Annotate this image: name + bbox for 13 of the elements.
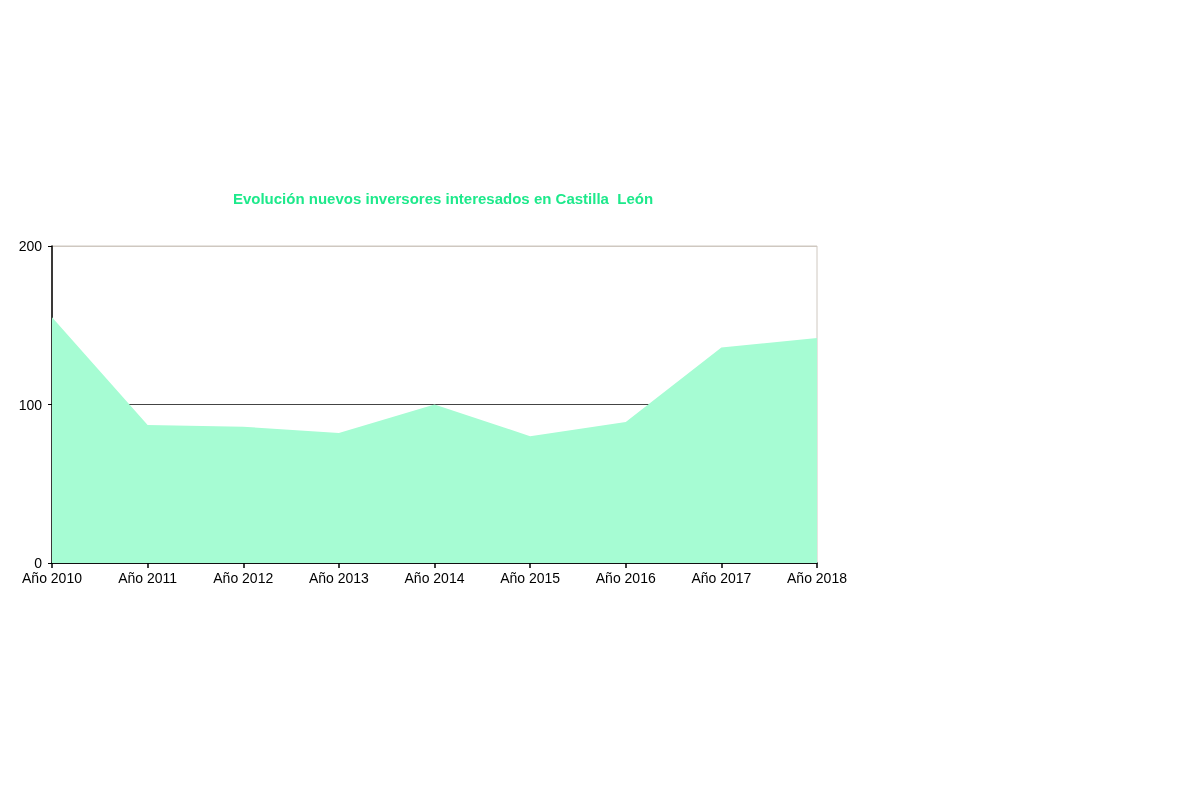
x-tick-label: Año 2013 [308, 570, 370, 586]
y-tick-label: 100 [18, 396, 43, 413]
x-tick-label: Año 2017 [691, 570, 752, 586]
x-tick-label: Año 2014 [404, 570, 465, 586]
x-tick-label: Año 2018 [787, 570, 848, 586]
chart-title: Evolución nuevos inversores interesados en Castilla León [232, 190, 654, 207]
x-tick-label: Año 2015 [500, 570, 561, 586]
x-tick-label: Año 2016 [595, 570, 656, 586]
y-tick-label: 0 [34, 555, 43, 571]
x-tick-label: Año 2010 [22, 570, 83, 586]
x-tick-label: Año 2011 [118, 570, 178, 586]
y-tick-label: 200 [18, 238, 43, 254]
x-tick-label: Año 2012 [213, 570, 274, 586]
